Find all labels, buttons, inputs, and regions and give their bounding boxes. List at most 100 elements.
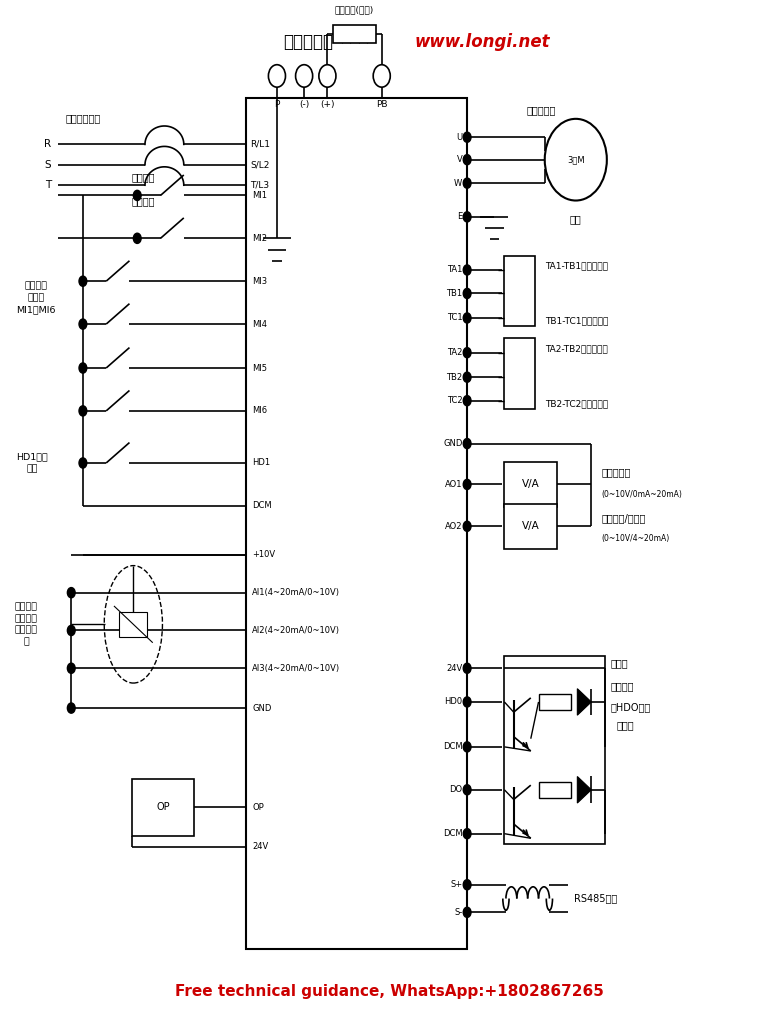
Text: P: P	[274, 100, 280, 110]
Text: 三相输入电源: 三相输入电源	[65, 113, 100, 123]
Text: AI3(4~20mA/0~10V): AI3(4~20mA/0~10V)	[252, 664, 340, 673]
Text: MI2: MI2	[252, 233, 267, 243]
Text: TA1: TA1	[447, 265, 463, 274]
Circle shape	[464, 479, 471, 489]
Text: HD0: HD0	[444, 697, 463, 707]
Ellipse shape	[104, 565, 163, 683]
Text: R/L1: R/L1	[251, 140, 270, 148]
Text: DO: DO	[449, 785, 463, 795]
Text: S+: S+	[450, 881, 463, 889]
Text: S: S	[44, 160, 51, 170]
Text: R: R	[44, 139, 51, 150]
Circle shape	[79, 458, 86, 468]
Circle shape	[464, 313, 471, 324]
Bar	[504, 338, 535, 409]
Text: TC1: TC1	[447, 313, 463, 323]
Text: GND: GND	[252, 703, 272, 713]
Circle shape	[464, 828, 471, 839]
Circle shape	[133, 233, 141, 244]
Text: （HDO脉冲: （HDO脉冲	[611, 702, 651, 712]
Text: MI5: MI5	[252, 364, 267, 373]
Circle shape	[67, 664, 75, 674]
Text: S/L2: S/L2	[251, 161, 270, 169]
Circle shape	[464, 697, 471, 707]
Circle shape	[464, 178, 471, 188]
Text: 反转运行: 反转运行	[132, 197, 155, 207]
Circle shape	[67, 702, 75, 713]
Circle shape	[464, 907, 471, 918]
Text: 24V: 24V	[446, 664, 463, 673]
Circle shape	[67, 626, 75, 636]
Text: OP: OP	[252, 803, 264, 812]
Bar	[246, 98, 467, 949]
Text: 多功能输
入端子
MI1～MI6: 多功能输 入端子 MI1～MI6	[16, 282, 56, 313]
Text: AI2(4~20mA/0~10V): AI2(4~20mA/0~10V)	[252, 626, 340, 635]
Text: Free technical guidance, WhatsApp:+1802867265: Free technical guidance, WhatsApp:+18028…	[175, 984, 604, 999]
Text: (-): (-)	[299, 100, 309, 110]
Polygon shape	[577, 776, 591, 803]
Circle shape	[464, 347, 471, 357]
Text: MI3: MI3	[252, 276, 267, 286]
Text: U: U	[456, 133, 463, 141]
Bar	[132, 778, 194, 836]
Text: 输出）: 输出）	[617, 721, 635, 730]
Text: TA2: TA2	[447, 348, 463, 357]
Bar	[119, 612, 147, 637]
Text: TA2-TB2是常开触点: TA2-TB2是常开触点	[545, 344, 608, 353]
Text: 制动电阻(选购): 制动电阻(选购)	[335, 6, 374, 14]
Text: 三相电输出: 三相电输出	[526, 105, 555, 116]
Text: TA1-TB1是常开触点: TA1-TB1是常开触点	[545, 261, 608, 270]
Text: 基本配线图: 基本配线图	[283, 33, 333, 51]
Bar	[538, 694, 571, 710]
Text: GND: GND	[443, 439, 463, 449]
Circle shape	[79, 362, 86, 373]
Bar	[504, 256, 535, 326]
Text: T/L3: T/L3	[251, 180, 270, 189]
Text: (0~10V/0mA~20mA): (0~10V/0mA~20mA)	[601, 490, 682, 499]
Circle shape	[464, 289, 471, 299]
Circle shape	[79, 276, 86, 287]
Text: 开路输出: 开路输出	[611, 682, 634, 691]
Circle shape	[464, 395, 471, 406]
Text: 3～M: 3～M	[567, 156, 584, 164]
Text: AO1: AO1	[445, 480, 463, 488]
Circle shape	[464, 741, 471, 752]
Text: 外部电压
或电流信
号设定频
率: 外部电压 或电流信 号设定频 率	[15, 602, 37, 646]
Text: TB2-TC2是常闭触点: TB2-TC2是常闭触点	[545, 399, 608, 409]
Text: DCM: DCM	[252, 502, 272, 510]
Text: RS485接口: RS485接口	[574, 894, 618, 903]
Text: (0~10V/4~20mA): (0~10V/4~20mA)	[601, 535, 670, 543]
Text: MI6: MI6	[252, 407, 267, 416]
Text: MI1: MI1	[252, 190, 267, 200]
Text: 集电极: 集电极	[611, 658, 629, 668]
Text: 电机: 电机	[570, 214, 582, 224]
Bar	[504, 462, 557, 507]
Circle shape	[464, 521, 471, 531]
Text: TB1: TB1	[446, 289, 463, 298]
Circle shape	[67, 588, 75, 598]
Text: OP: OP	[156, 802, 170, 812]
Bar	[504, 504, 557, 549]
Circle shape	[464, 664, 471, 674]
Bar	[333, 25, 376, 43]
Text: www.longi.net: www.longi.net	[415, 33, 551, 51]
Text: 模拟量输出: 模拟量输出	[601, 467, 631, 477]
Text: V/A: V/A	[522, 479, 540, 489]
Text: TB1-TC1是常闭触点: TB1-TC1是常闭触点	[545, 316, 608, 326]
Text: DCM: DCM	[442, 829, 463, 839]
Text: AI1(4~20mA/0~10V): AI1(4~20mA/0~10V)	[252, 588, 340, 597]
Text: 直流电压/电流表: 直流电压/电流表	[601, 513, 646, 523]
Polygon shape	[577, 689, 591, 715]
Circle shape	[464, 212, 471, 222]
Text: TC2: TC2	[447, 396, 463, 406]
Bar	[504, 656, 605, 844]
Circle shape	[464, 880, 471, 890]
Text: MI4: MI4	[252, 319, 267, 329]
Circle shape	[464, 438, 471, 449]
Text: PB: PB	[376, 100, 387, 110]
Circle shape	[464, 265, 471, 275]
Circle shape	[464, 132, 471, 142]
Circle shape	[464, 155, 471, 165]
Text: AO2: AO2	[445, 522, 463, 530]
Text: +10V: +10V	[252, 550, 275, 559]
